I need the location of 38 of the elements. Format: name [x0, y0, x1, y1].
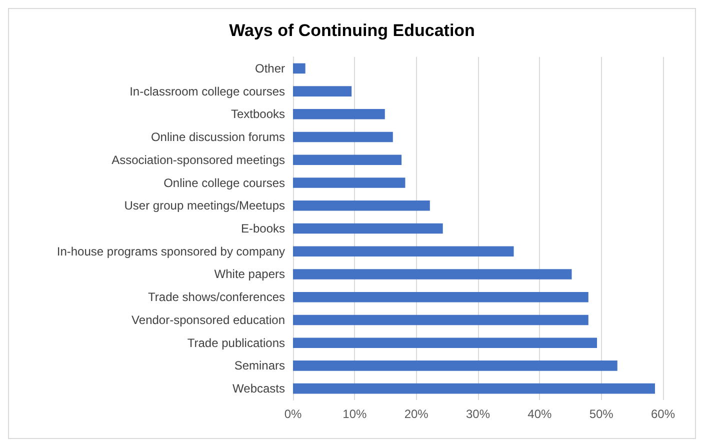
x-tick-label: 50%: [589, 407, 614, 421]
y-tick-label: Textbooks: [230, 107, 285, 122]
y-tick-label: Online college courses: [164, 176, 285, 190]
y-tick-label: User group meetings/Meetups: [124, 198, 285, 213]
y-tick-label: Online discussion forums: [150, 130, 285, 144]
x-tick-label: 40%: [528, 407, 552, 421]
y-tick-label: Association-sponsored meetings: [112, 152, 285, 167]
y-tick-label: In-house programs sponsored by company: [56, 244, 285, 258]
bar: [293, 360, 618, 371]
bar: [293, 86, 352, 96]
bar: [293, 246, 514, 257]
bar: [293, 223, 443, 234]
y-tick-label: Trade publications: [187, 336, 285, 350]
y-tick-label: Vendor-sponsored education: [132, 312, 285, 327]
y-tick-label: Other: [254, 61, 285, 76]
bar: [293, 154, 402, 166]
x-tick-label: 10%: [342, 407, 367, 421]
y-tick-label: Webcasts: [232, 382, 285, 396]
bar: [293, 178, 406, 188]
chart-title: Ways of Continuing Education: [229, 21, 475, 40]
y-tick-label: White papers: [214, 267, 285, 282]
bar: [293, 109, 385, 120]
x-tick-label: 20%: [404, 407, 429, 421]
bar: [293, 200, 430, 211]
x-tick-label: 30%: [466, 407, 490, 421]
y-tick-label: Trade shows/conferences: [148, 290, 285, 304]
bar: [293, 132, 393, 142]
x-tick-label: 60%: [650, 407, 676, 421]
bar: [293, 338, 598, 348]
bar: [293, 292, 588, 302]
bar: [293, 314, 588, 326]
y-tick-label: In-classroom college courses: [130, 84, 285, 98]
bar: [293, 269, 572, 280]
bar: [293, 63, 306, 74]
x-tick-label: 0%: [284, 407, 302, 421]
bar: [293, 383, 655, 394]
y-tick-label: Seminars: [234, 358, 285, 373]
y-tick-label: E-books: [240, 222, 285, 236]
